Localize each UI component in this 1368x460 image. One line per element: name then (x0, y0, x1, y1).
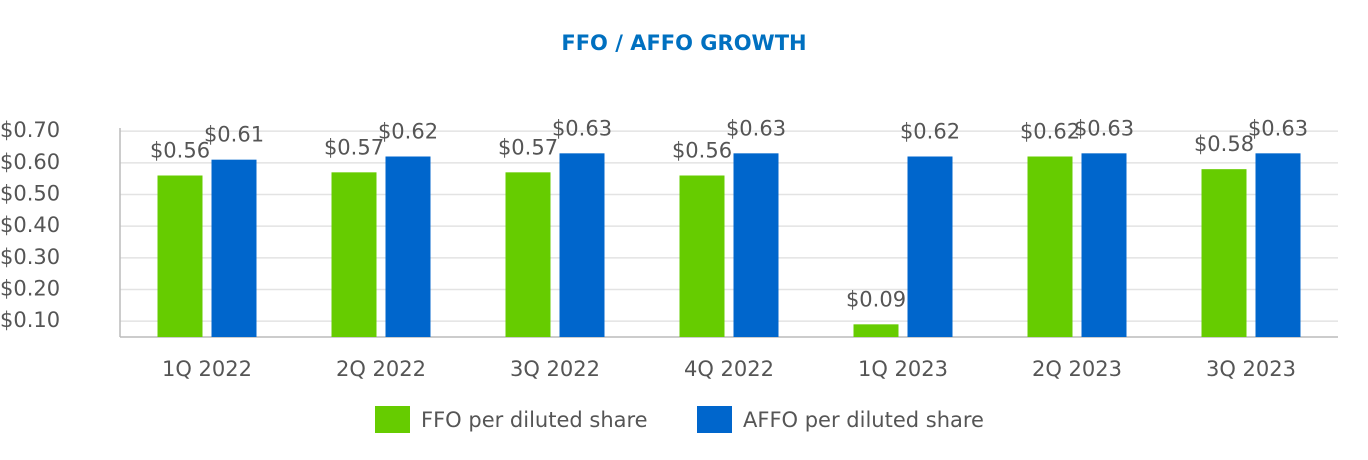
bar (505, 172, 551, 337)
value-label: $0.63 (1074, 116, 1134, 140)
bar (331, 172, 377, 337)
bar (853, 324, 899, 337)
value-label: $0.57 (324, 135, 384, 159)
y-tick-label: $0.60 (0, 150, 60, 174)
y-tick-label: $0.40 (0, 213, 60, 237)
value-label: $0.58 (1194, 132, 1254, 156)
x-tick-label: 1Q 2022 (162, 357, 252, 381)
bar (1081, 153, 1127, 337)
legend-swatch (375, 406, 410, 433)
value-label: $0.56 (672, 139, 732, 163)
value-label: $0.57 (498, 135, 558, 159)
y-tick-label: $0.30 (0, 245, 60, 269)
x-tick-label: 2Q 2022 (336, 357, 426, 381)
bar (211, 159, 257, 337)
legend-label: FFO per diluted share (421, 408, 648, 432)
value-label: $0.62 (1020, 120, 1080, 144)
bar (157, 175, 203, 337)
bar (1201, 169, 1247, 337)
chart-title: FFO / AFFO GROWTH (561, 31, 806, 55)
value-label: $0.62 (900, 120, 960, 144)
value-label: $0.09 (846, 287, 906, 311)
legend-label: AFFO per diluted share (743, 408, 984, 432)
bar (1027, 156, 1073, 337)
y-tick-label: $0.10 (0, 308, 60, 332)
bar (679, 175, 725, 337)
y-tick-label: $0.20 (0, 277, 60, 301)
y-tick-label: $0.70 (0, 118, 60, 142)
x-tick-label: 1Q 2023 (858, 357, 948, 381)
bar (1255, 153, 1301, 337)
x-tick-label: 3Q 2022 (510, 357, 600, 381)
y-tick-label: $0.50 (0, 182, 60, 206)
x-tick-label: 2Q 2023 (1032, 357, 1122, 381)
bar (559, 153, 605, 337)
value-label: $0.62 (378, 120, 438, 144)
value-label: $0.63 (726, 116, 786, 140)
bar (907, 156, 953, 337)
value-label: $0.61 (204, 123, 264, 147)
x-tick-label: 4Q 2022 (684, 357, 774, 381)
bar (733, 153, 779, 337)
legend-swatch (697, 406, 732, 433)
value-label: $0.63 (552, 116, 612, 140)
x-tick-label: 3Q 2023 (1206, 357, 1296, 381)
value-label: $0.63 (1248, 116, 1308, 140)
bar (385, 156, 431, 337)
value-label: $0.56 (150, 139, 210, 163)
